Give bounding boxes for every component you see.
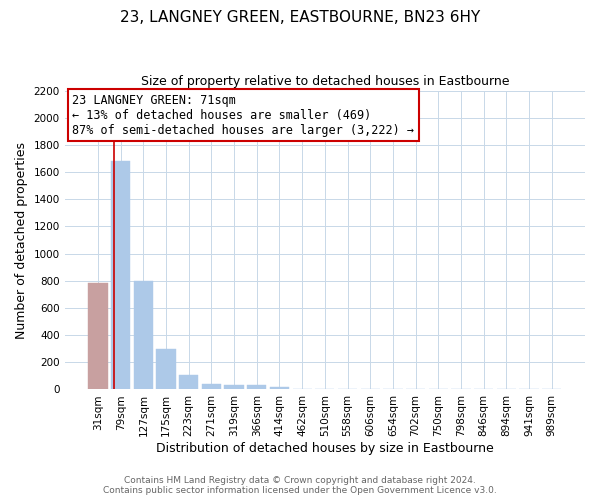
Bar (111, 161, 130, 390)
Bar (270, 386, 289, 390)
Bar (247, 386, 266, 390)
X-axis label: Distribution of detached houses by size in Eastbourne: Distribution of detached houses by size … (156, 442, 494, 455)
Text: 23, LANGNEY GREEN, EASTBOURNE, BN23 6HY: 23, LANGNEY GREEN, EASTBOURNE, BN23 6HY (120, 10, 480, 25)
Text: Contains HM Land Registry data © Crown copyright and database right 2024.
Contai: Contains HM Land Registry data © Crown c… (103, 476, 497, 495)
Bar (224, 386, 244, 390)
Bar (134, 281, 153, 390)
Bar (88, 284, 107, 390)
Text: 23 LANGNEY GREEN: 71sqm
← 13% of detached houses are smaller (469)
87% of semi-d: 23 LANGNEY GREEN: 71sqm ← 13% of detache… (73, 94, 415, 136)
Bar (179, 374, 199, 390)
Bar (202, 384, 221, 390)
Title: Size of property relative to detached houses in Eastbourne: Size of property relative to detached ho… (140, 75, 509, 88)
Bar (157, 350, 176, 390)
Y-axis label: Number of detached properties: Number of detached properties (15, 142, 28, 338)
